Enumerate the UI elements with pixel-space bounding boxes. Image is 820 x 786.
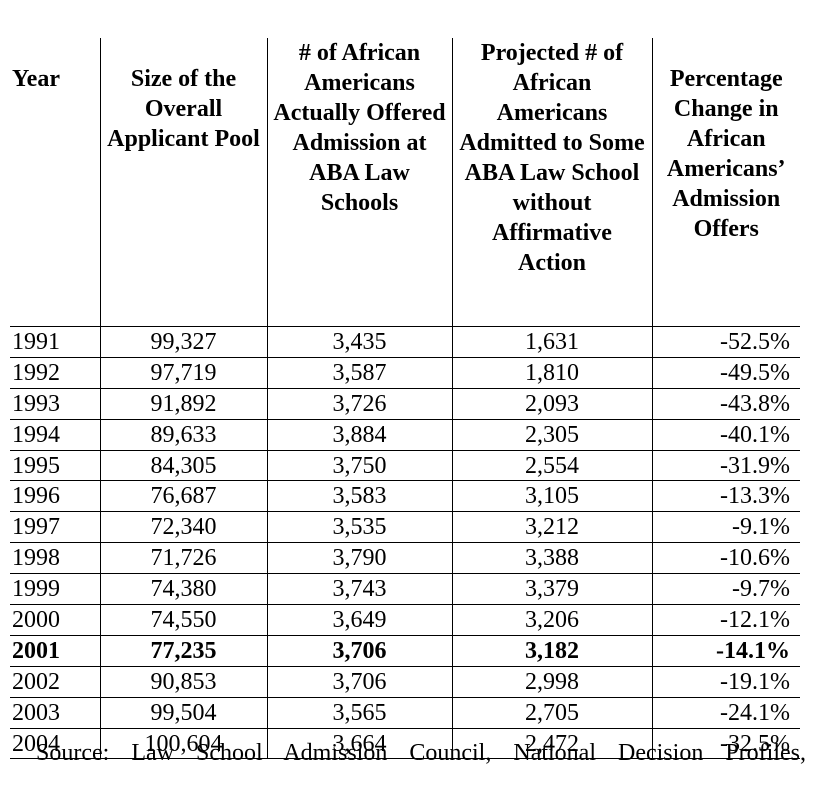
- header-row: Year Size of the Overall Applicant Pool …: [10, 38, 800, 327]
- cell-applicant-pool: 89,633: [99, 419, 267, 451]
- cell-percentage-change: -19.1%: [651, 666, 800, 698]
- cell-year: 1995: [10, 450, 100, 482]
- table-row: 1996 76,687 3,583 3,105 -13.3%: [10, 480, 800, 513]
- cell-percentage-change: -31.9%: [651, 450, 800, 482]
- header-projected-admits: Projected # of African Americans Admitte…: [451, 38, 652, 327]
- cell-actual-offers: 3,884: [266, 419, 452, 451]
- cell-projected-admits: 2,305: [451, 419, 652, 451]
- admissions-table: Year Size of the Overall Applicant Pool …: [10, 38, 800, 760]
- cell-actual-offers: 3,535: [266, 511, 452, 544]
- header-applicant-pool: Size of the Overall Applicant Pool: [99, 38, 267, 327]
- cell-year: 1999: [10, 573, 100, 606]
- table-body: 1991 99,327 3,435 1,631 -52.5% 1992 97,719 3,58…: [10, 326, 800, 760]
- cell-applicant-pool: 74,380: [99, 573, 267, 606]
- table-row: 1995 84,305 3,750 2,554 -31.9%: [10, 450, 800, 482]
- cell-applicant-pool: 97,719: [99, 357, 267, 389]
- header-year: Year: [10, 38, 100, 327]
- cell-percentage-change: -9.1%: [651, 511, 800, 544]
- cell-applicant-pool: 77,235: [99, 635, 267, 667]
- table-row: 1993 91,892 3,726 2,093 -43.8%: [10, 388, 800, 420]
- cell-applicant-pool: 71,726: [99, 542, 267, 575]
- cell-applicant-pool: 100,604: [99, 728, 267, 760]
- cell-year: 1996: [10, 480, 100, 513]
- cell-actual-offers: 3,587: [266, 357, 452, 389]
- cell-actual-offers: 3,565: [266, 697, 452, 729]
- cell-percentage-change: -43.8%: [651, 388, 800, 420]
- cell-percentage-change: -10.6%: [651, 542, 800, 575]
- cell-projected-admits: 3,212: [451, 511, 652, 544]
- cell-percentage-change: -12.1%: [651, 604, 800, 636]
- cell-actual-offers: 3,706: [266, 635, 452, 667]
- cell-applicant-pool: 90,853: [99, 666, 267, 698]
- cell-projected-admits: 2,998: [451, 666, 652, 698]
- table-row: 1991 99,327 3,435 1,631 -52.5%: [10, 326, 800, 358]
- source-note: Source: Law School Admission Council, Na…: [36, 740, 806, 766]
- cell-year: 1991: [10, 326, 100, 358]
- cell-projected-admits: 1,810: [451, 357, 652, 389]
- cell-year: 2002: [10, 666, 100, 698]
- cell-projected-admits: 2,705: [451, 697, 652, 729]
- cell-projected-admits: 3,105: [451, 480, 652, 513]
- cell-actual-offers: 3,435: [266, 326, 452, 358]
- cell-applicant-pool: 91,892: [99, 388, 267, 420]
- cell-year: 2001: [10, 635, 100, 667]
- cell-applicant-pool: 99,327: [99, 326, 267, 358]
- cell-projected-admits: 3,379: [451, 573, 652, 606]
- cell-applicant-pool: 84,305: [99, 450, 267, 482]
- cell-applicant-pool: 74,550: [99, 604, 267, 636]
- cell-percentage-change: -13.3%: [651, 480, 800, 513]
- cell-projected-admits: 2,554: [451, 450, 652, 482]
- cell-projected-admits: 2,093: [451, 388, 652, 420]
- cell-applicant-pool: 99,504: [99, 697, 267, 729]
- cell-percentage-change: -32.5%: [651, 728, 800, 760]
- cell-applicant-pool: 72,340: [99, 511, 267, 544]
- cell-projected-admits: 1,631: [451, 326, 652, 358]
- table-row: 1999 74,380 3,743 3,379 -9.7%: [10, 573, 800, 606]
- cell-year: 2000: [10, 604, 100, 636]
- cell-actual-offers: 3,790: [266, 542, 452, 575]
- cell-percentage-change: -52.5%: [651, 326, 800, 358]
- cell-actual-offers: 3,583: [266, 480, 452, 513]
- cell-year: 1992: [10, 357, 100, 389]
- table-row: 1992 97,719 3,587 1,810 -49.5%: [10, 357, 800, 389]
- header-actual-offers: # of African Americans Actually Offered …: [266, 38, 452, 327]
- cell-percentage-change: -24.1%: [651, 697, 800, 729]
- table-row: 1994 89,633 3,884 2,305 -40.1%: [10, 419, 800, 451]
- cell-percentage-change: -49.5%: [651, 357, 800, 389]
- cell-year: 2004: [10, 728, 100, 760]
- cell-year: 1997: [10, 511, 100, 544]
- cell-year: 2003: [10, 697, 100, 729]
- cell-percentage-change: -14.1%: [651, 635, 800, 667]
- cell-applicant-pool: 76,687: [99, 480, 267, 513]
- cell-year: 1998: [10, 542, 100, 575]
- table-row: 2000 74,550 3,649 3,206 -12.1%: [10, 604, 800, 636]
- cell-percentage-change: -40.1%: [651, 419, 800, 451]
- header-percentage-change: Percentage Change in African Americans’ …: [651, 38, 800, 327]
- cell-projected-admits: 2,472: [451, 728, 652, 760]
- table-row: 2004 100,604 3,664 2,472 -32.5%: [10, 728, 800, 760]
- table-row: 2001 77,235 3,706 3,182 -14.1%: [10, 635, 800, 667]
- cell-actual-offers: 3,649: [266, 604, 452, 636]
- cell-percentage-change: -9.7%: [651, 573, 800, 606]
- table-row: 1998 71,726 3,790 3,388 -10.6%: [10, 542, 800, 575]
- table-row: 2002 90,853 3,706 2,998 -19.1%: [10, 666, 800, 698]
- cell-year: 1993: [10, 388, 100, 420]
- table-row: 2003 99,504 3,565 2,705 -24.1%: [10, 697, 800, 729]
- cell-year: 1994: [10, 419, 100, 451]
- table-row: 1997 72,340 3,535 3,212 -9.1%: [10, 511, 800, 544]
- cell-actual-offers: 3,726: [266, 388, 452, 420]
- cell-actual-offers: 3,750: [266, 450, 452, 482]
- cell-projected-admits: 3,388: [451, 542, 652, 575]
- cell-projected-admits: 3,182: [451, 635, 652, 667]
- table-header: Year Size of the Overall Applicant Pool …: [10, 38, 800, 327]
- cell-actual-offers: 3,706: [266, 666, 452, 698]
- cell-actual-offers: 3,743: [266, 573, 452, 606]
- cell-projected-admits: 3,206: [451, 604, 652, 636]
- cell-actual-offers: 3,664: [266, 728, 452, 760]
